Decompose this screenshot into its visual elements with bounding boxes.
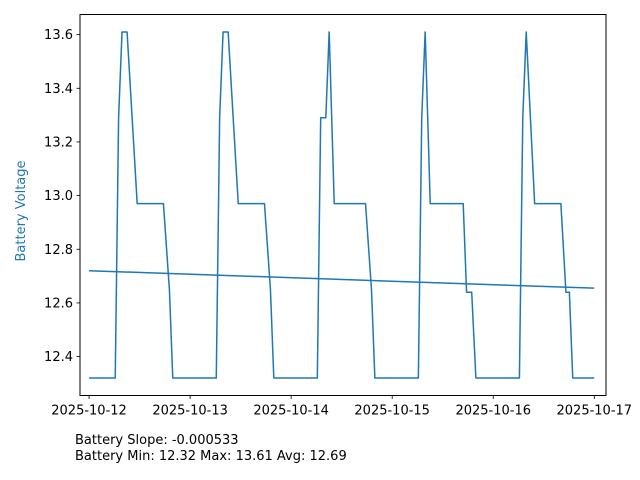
battery-summary-text: Battery Min: 12.32 Max: 13.61 Avg: 12.69 [75,449,347,464]
battery-voltage-line [89,31,595,379]
x-tick-label: 2025-10-15 [354,404,430,419]
y-tick-label: 13.2 [44,135,73,150]
trend-line [89,269,595,289]
plot-lines [89,31,595,379]
y-tick-label: 12.4 [44,350,73,365]
plot-frame [79,14,607,396]
y-axis-label: Battery Voltage [14,160,29,261]
y-tick-label: 13.4 [44,82,73,97]
x-tick-label: 2025-10-14 [253,404,329,419]
y-tick-label: 12.8 [44,243,73,258]
y-tick-label: 13.6 [44,28,73,43]
battery-slope-text: Battery Slope: -0.000533 [75,433,239,448]
x-tick-label: 2025-10-12 [51,404,127,419]
x-axis: 2025-10-12 2025-10-13 2025-10-14 2025-10-15… [51,395,633,419]
x-tick-label: 2025-10-16 [455,404,531,419]
x-tick-label: 2025-10-13 [152,404,228,419]
x-tick-label: 2025-10-17 [557,404,633,419]
y-tick-label: 13.0 [44,189,73,204]
y-axis: 12.4 12.6 12.8 13.0 13.2 13.4 13.6 [44,28,80,365]
y-tick-label: 12.6 [44,296,73,311]
